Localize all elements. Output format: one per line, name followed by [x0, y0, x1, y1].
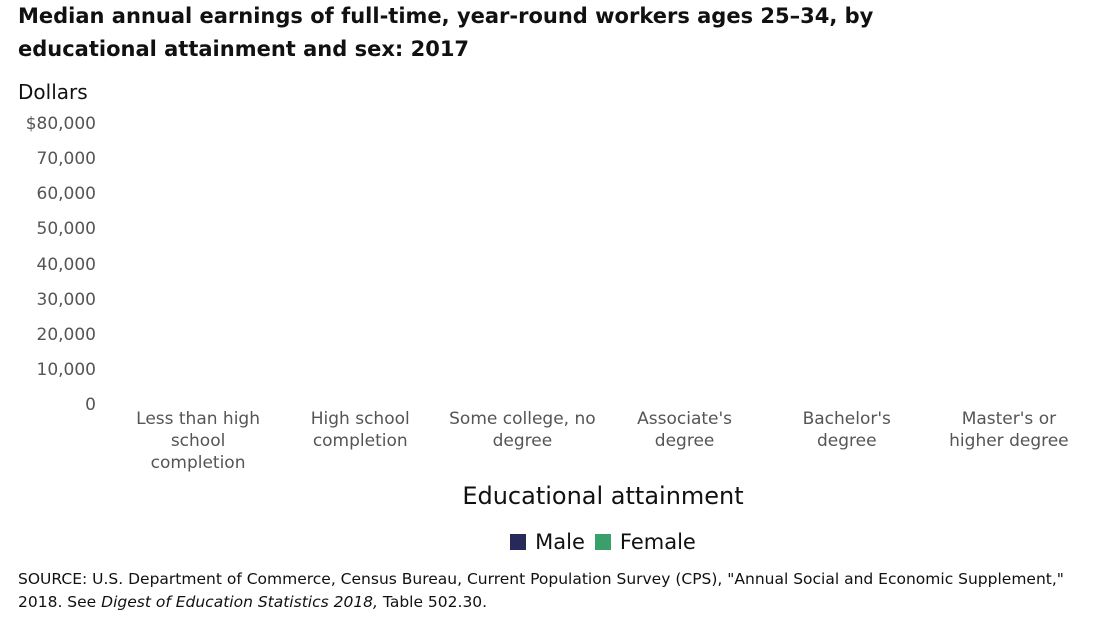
y-tick-label: 0: [85, 395, 96, 415]
source-note: SOURCE: U.S. Department of Commerce, Cen…: [18, 568, 1103, 614]
legend-swatch: [510, 534, 527, 550]
y-tick-label: 40,000: [36, 254, 96, 275]
y-tick-label: 30,000: [36, 289, 96, 310]
x-tick-label: Associate's degree: [637, 409, 733, 451]
x-tick-label: Less than high school completion: [136, 409, 260, 473]
y-tick-label: $80,000: [25, 114, 96, 134]
legend-item: Male: [510, 530, 585, 554]
y-tick-label: 50,000: [36, 219, 96, 240]
x-tick-label: High school completion: [310, 409, 410, 451]
legend: Male Female: [0, 530, 1112, 554]
y-tick-label: 70,000: [36, 149, 96, 170]
x-tick-label: Bachelor's degree: [802, 409, 891, 451]
y-tick-label: 20,000: [36, 324, 96, 345]
legend-label: Female: [619, 530, 696, 554]
x-axis-label: Educational attainment: [462, 482, 744, 510]
legend-item: Female: [594, 530, 696, 554]
source-end: Table 502.30.: [382, 593, 488, 611]
legend-swatch: [594, 534, 611, 550]
y-axis-label: Dollars: [18, 80, 88, 104]
x-tick-label: Master's or higher degree: [949, 409, 1069, 451]
y-tick-label: 10,000: [36, 359, 96, 380]
chart-title: Median annual earnings of full-time, yea…: [18, 4, 874, 61]
source-text: SOURCE: U.S. Department of Commerce, Cen…: [18, 570, 1064, 611]
legend-label: Male: [535, 530, 585, 554]
source-italic: Digest of Education Statistics 2018,: [101, 593, 378, 611]
x-tick-label: Some college, no degree: [449, 409, 596, 451]
y-tick-label: 60,000: [36, 184, 96, 205]
